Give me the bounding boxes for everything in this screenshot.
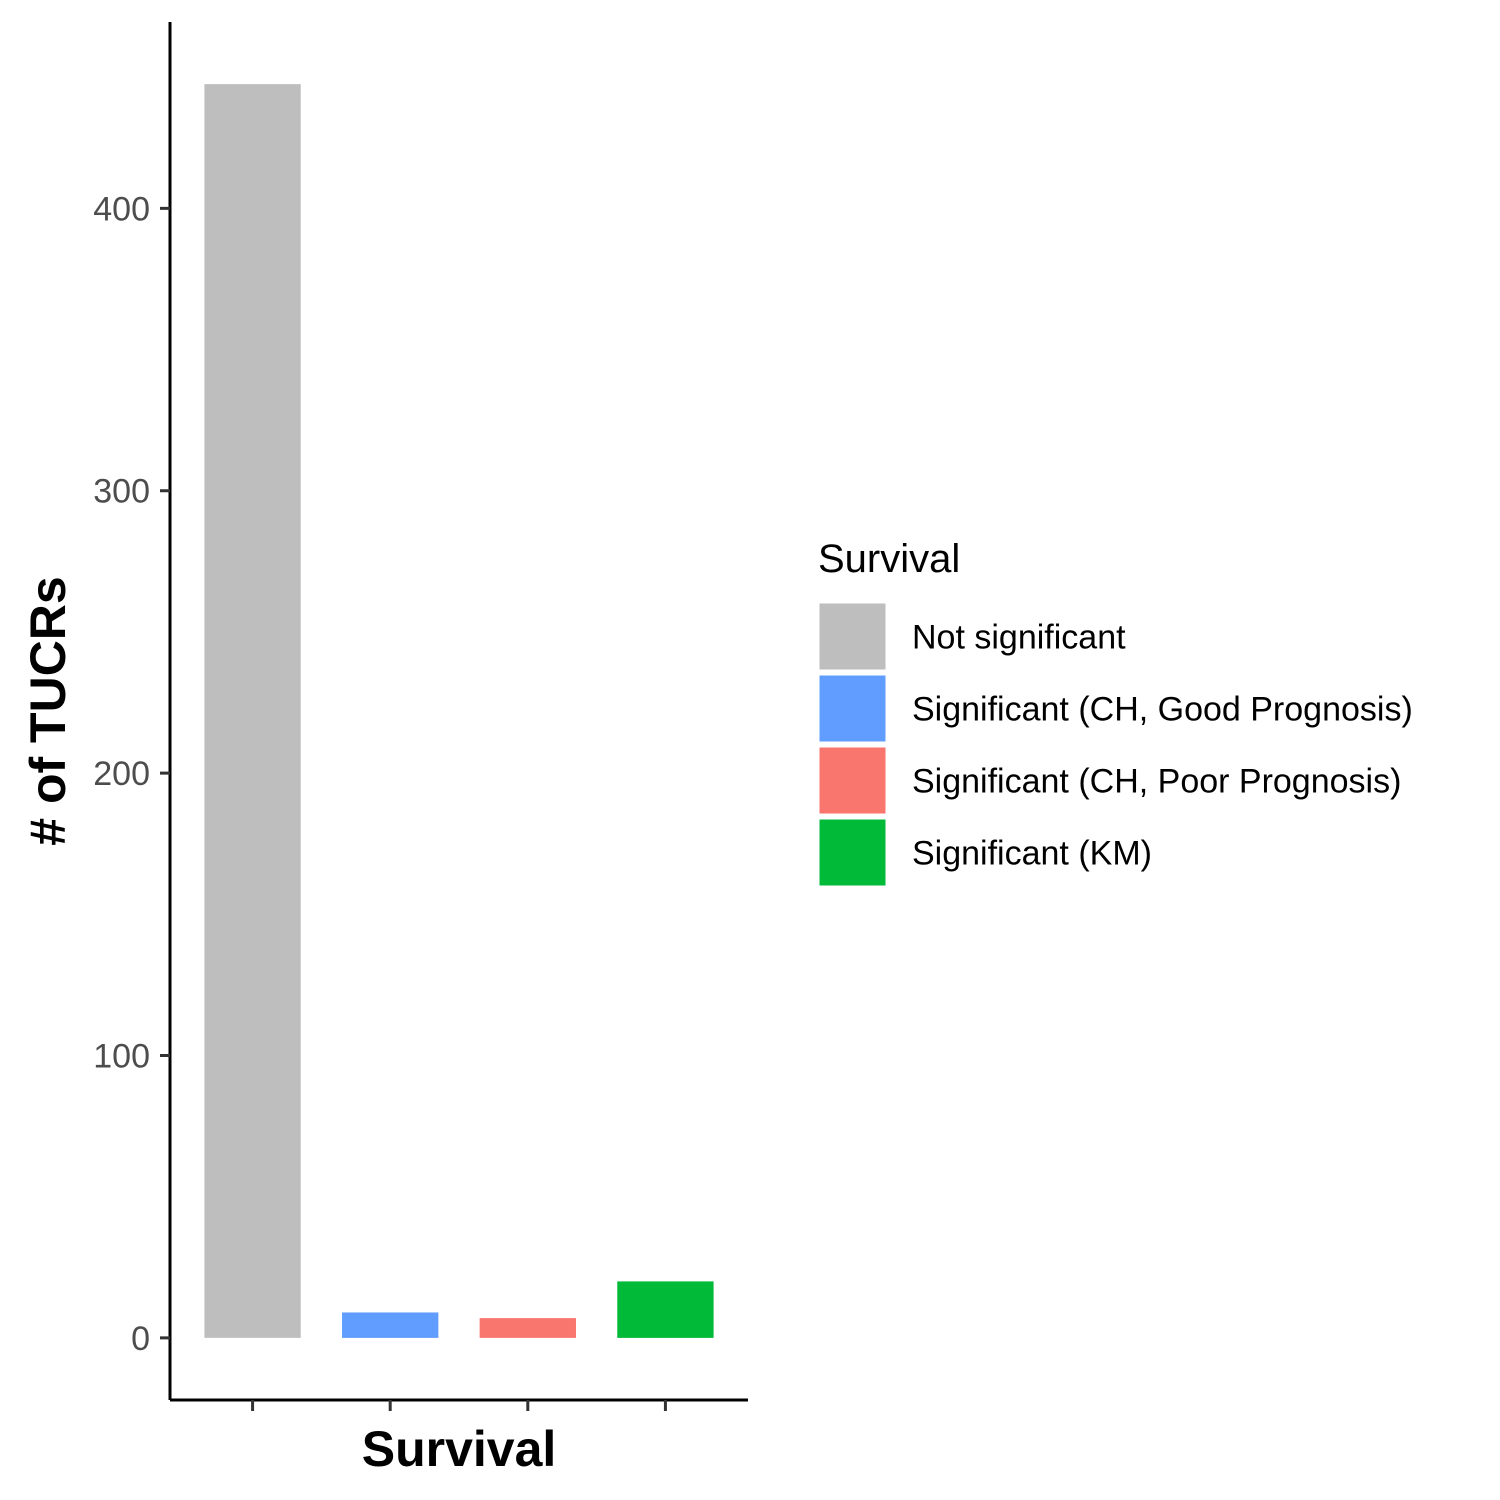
legend-label: Significant (CH, Poor Prognosis) (912, 763, 1401, 801)
legend-label: Not significant (912, 619, 1126, 657)
y-axis-title: # of TUCRs (20, 576, 76, 845)
y-tick-label: 0 (131, 1320, 150, 1358)
legend: Survival Not significant Significant (CH,… (816, 537, 1413, 889)
y-tick-label: 100 (93, 1038, 150, 1076)
x-axis (170, 1398, 748, 1411)
y-tick-label: 200 (93, 755, 150, 793)
y-tick-label: 300 (93, 473, 150, 511)
bar-4 (617, 1281, 714, 1338)
legend-item: Significant (CH, Poor Prognosis) (816, 744, 1401, 817)
legend-label: Significant (KM) (912, 835, 1152, 873)
legend-items: Not significant Significant (CH, Good Pro… (816, 600, 1413, 889)
legend-swatch (816, 672, 889, 745)
bar-2 (342, 1312, 439, 1338)
bars-group (204, 84, 714, 1338)
legend-item: Significant (KM) (816, 816, 1152, 889)
legend-swatch (816, 744, 889, 817)
bar-3 (479, 1318, 576, 1338)
legend-item: Not significant (816, 600, 1126, 673)
legend-label: Significant (CH, Good Prognosis) (912, 691, 1413, 729)
legend-title: Survival (818, 537, 960, 581)
legend-swatch (816, 816, 889, 889)
y-tick-label: 400 (93, 190, 150, 228)
bar-1 (204, 84, 301, 1338)
legend-swatch (816, 600, 889, 673)
legend-item: Significant (CH, Good Prognosis) (816, 672, 1413, 745)
y-axis: 0 100 200 300 400 (93, 22, 172, 1400)
x-axis-title: Survival (362, 1421, 557, 1477)
